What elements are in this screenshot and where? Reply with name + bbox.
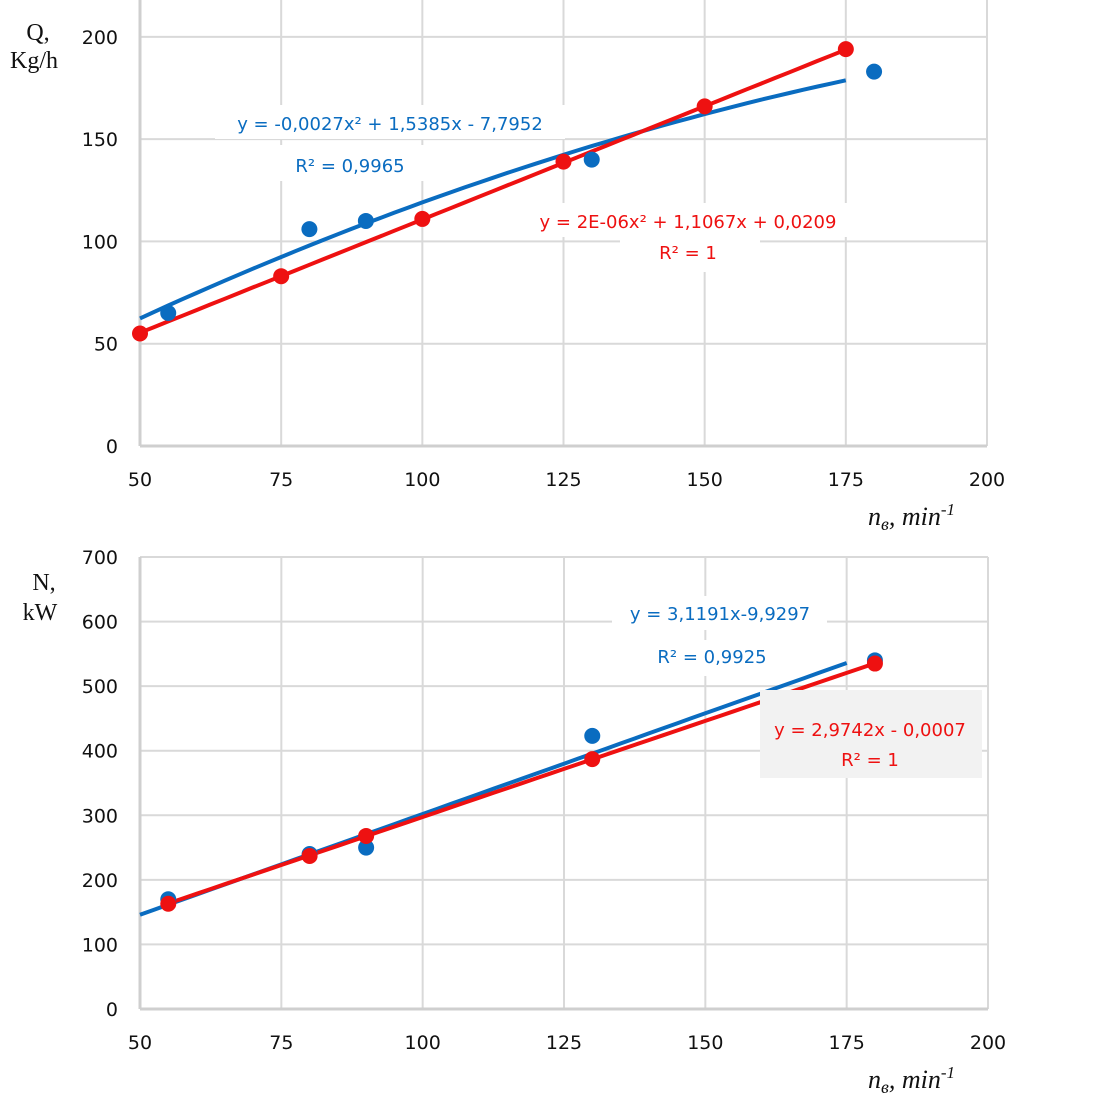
data-point-blue: [866, 63, 883, 80]
chart-n-power: 50 75 100 125 150 175 200 0 100 200 300 400 500 600 70…: [23, 547, 1006, 1097]
x-tick-label: 200: [969, 469, 1005, 491]
data-point-red: [555, 153, 572, 170]
data-point-red: [414, 210, 431, 227]
label-background: [612, 596, 827, 630]
y-axis-title-line2: kW: [23, 600, 58, 626]
y-tick-label: 150: [82, 129, 118, 151]
x-tick-label: 100: [405, 1032, 441, 1054]
data-point-blue: [160, 305, 177, 322]
y-tick-label: 200: [82, 27, 118, 49]
x-tick-label: 175: [829, 1032, 865, 1054]
trendline-blue: [139, 78, 847, 321]
y-tick-label: 0: [106, 999, 118, 1021]
x-axis-title-subscript: в: [881, 514, 889, 534]
data-point-blue: [584, 727, 601, 744]
x-axis-title-main: n: [868, 502, 881, 531]
data-point-red: [132, 325, 148, 342]
x-tick-label: 175: [828, 469, 864, 491]
data-point-blue: [301, 221, 318, 238]
y-tick-label: 300: [82, 805, 118, 827]
y-tick-label: 700: [82, 547, 118, 569]
data-point-red: [866, 655, 883, 672]
data-point-red: [273, 268, 290, 285]
trendline-equation-red: y = 2,9742x - 0,0007: [774, 720, 966, 741]
data-point-blue: [583, 151, 600, 168]
r-squared-red: R² = 1: [841, 750, 899, 771]
label-background: [620, 236, 760, 272]
x-tick-label: 150: [687, 469, 723, 491]
data-point-red: [301, 847, 318, 864]
y-axis-title-line1: Q,: [26, 20, 49, 46]
x-axis-title-main: n: [868, 1065, 881, 1094]
data-point-red: [358, 827, 375, 844]
data-point-red: [160, 895, 177, 912]
x-tick-label: 100: [404, 469, 440, 491]
trendline-equation-blue: y = -0,0027x² + 1,5385x - 7,7952: [237, 114, 543, 135]
x-tick-label: 125: [545, 469, 581, 491]
x-axis-title-unit: , min: [889, 1065, 941, 1094]
r-squared-blue: R² = 0,9965: [295, 156, 404, 177]
y-tick-label: 100: [82, 231, 118, 253]
x-tick-label: 50: [128, 1032, 152, 1054]
label-background: [760, 690, 982, 778]
x-tick-label: 75: [269, 1032, 293, 1054]
x-axis-title: nв, min-1: [868, 500, 955, 534]
x-axis-title-unit: , min: [889, 502, 941, 531]
x-tick-label: 75: [269, 469, 293, 491]
y-tick-label: 500: [82, 676, 118, 698]
x-tick-label: 200: [970, 1032, 1006, 1054]
trendline-equation-blue: y = 3,1191x-9,9297: [630, 604, 810, 625]
data-point-red: [696, 98, 713, 115]
y-tick-label: 100: [82, 934, 118, 956]
chart-q-flow: 50 75 100 125 150 175 200 0 50 100 150 200 y = -0,00…: [10, 0, 1005, 534]
label-background: [280, 145, 440, 181]
label-background: [640, 640, 790, 676]
data-point-blue: [358, 839, 375, 856]
r-squared-red: R² = 1: [659, 243, 717, 264]
x-axis-title-subscript: в: [881, 1077, 889, 1097]
x-axis-title-superscript: -1: [941, 1063, 955, 1082]
data-point-red: [584, 751, 601, 768]
y-tick-label: 200: [82, 870, 118, 892]
data-point-blue: [357, 212, 374, 229]
x-axis-title-superscript: -1: [941, 500, 955, 519]
y-axis-title-line2: Kg/h: [10, 48, 58, 74]
x-tick-label: 150: [687, 1032, 723, 1054]
y-tick-label: 50: [94, 334, 118, 356]
y-tick-label: 600: [82, 612, 118, 634]
data-point-red: [837, 41, 854, 58]
trendline-red: [139, 47, 847, 335]
label-background: [520, 203, 850, 237]
x-tick-label: 50: [128, 469, 152, 491]
label-background: [215, 105, 565, 139]
x-tick-label: 125: [546, 1032, 582, 1054]
y-axis-title-line1: N,: [32, 570, 55, 596]
y-tick-label: 400: [82, 741, 118, 763]
trendline-red: [167, 661, 876, 906]
trendline-equation-red: y = 2E-06x² + 1,1067x + 0,0209: [540, 212, 837, 233]
y-tick-label: 0: [106, 436, 118, 458]
r-squared-blue: R² = 0,9925: [657, 647, 766, 668]
x-axis-title: nв, min-1: [868, 1063, 955, 1097]
